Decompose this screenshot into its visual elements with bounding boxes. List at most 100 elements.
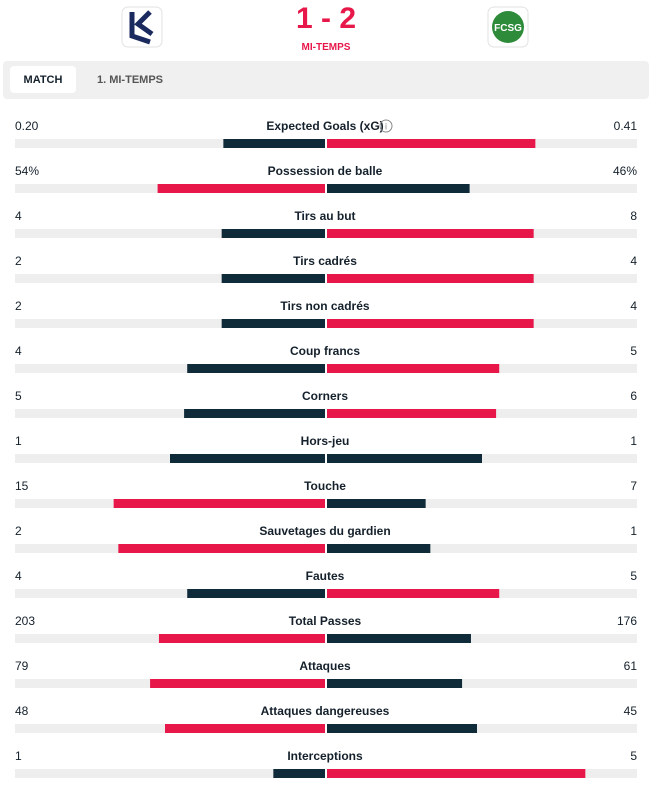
home-value: 4 xyxy=(15,209,22,223)
tab[interactable]: MATCH xyxy=(24,74,63,86)
home-bar xyxy=(118,544,325,553)
home-logo[interactable] xyxy=(121,6,163,48)
score: 1 - 2 xyxy=(296,2,356,35)
home-bar xyxy=(221,319,325,328)
bar-track xyxy=(15,319,325,328)
away-bar xyxy=(327,229,534,238)
stat-label: Hors-jeu xyxy=(301,434,350,448)
home-bar xyxy=(165,724,325,733)
away-bar xyxy=(327,499,426,508)
bar-track xyxy=(327,184,637,193)
away-bar xyxy=(327,409,497,418)
stat-label: Coup francs xyxy=(290,344,360,358)
match-status: MI-TEMPS xyxy=(302,42,351,53)
home-value: 5 xyxy=(15,389,22,403)
away-value: 61 xyxy=(624,659,638,673)
away-bar xyxy=(327,544,431,553)
home-bar xyxy=(150,679,325,688)
away-bar xyxy=(327,634,471,643)
stat-label: Expected Goals (xG) xyxy=(266,119,383,133)
stat-label: Touche xyxy=(304,479,346,493)
bar-track xyxy=(15,589,325,598)
away-value: 176 xyxy=(617,614,637,628)
bar-track xyxy=(15,364,325,373)
away-bar xyxy=(327,589,500,598)
bar-track xyxy=(15,409,325,418)
away-value: 5 xyxy=(630,749,637,763)
away-value: 5 xyxy=(630,344,637,358)
tab-active-bg xyxy=(10,66,76,93)
home-bar xyxy=(187,589,325,598)
away-bar xyxy=(327,319,534,328)
tab[interactable]: 1. MI-TEMPS xyxy=(97,74,163,86)
bar-track xyxy=(15,229,325,238)
home-value: 15 xyxy=(15,479,29,493)
away-value: 0.41 xyxy=(614,119,638,133)
home-value: 1 xyxy=(15,434,22,448)
home-value: 2 xyxy=(15,299,22,313)
info-icon-glyph: i xyxy=(385,122,387,132)
home-value: 4 xyxy=(15,344,22,358)
home-bar xyxy=(158,634,325,643)
stat-label: Sauvetages du gardien xyxy=(259,524,390,538)
home-bar xyxy=(223,139,325,148)
stat-label: Attaques dangereuses xyxy=(261,704,390,718)
away-value: 6 xyxy=(630,389,637,403)
away-value: 1 xyxy=(630,524,637,538)
tab-bar xyxy=(3,61,649,99)
home-value: 203 xyxy=(15,614,35,628)
home-value: 48 xyxy=(15,704,29,718)
svg-text:FCSG: FCSG xyxy=(494,23,522,34)
away-bar xyxy=(327,454,482,463)
stat-label: Tirs cadrés xyxy=(293,254,357,268)
home-bar xyxy=(221,274,325,283)
away-bar xyxy=(327,274,534,283)
stat-label: Attaques xyxy=(299,659,351,673)
away-logo[interactable]: FCSG xyxy=(487,6,529,48)
away-bar xyxy=(327,679,463,688)
info-icon xyxy=(379,119,393,133)
stat-label: Possession de balle xyxy=(268,164,383,178)
home-value: 0.20 xyxy=(15,119,39,133)
home-value: 79 xyxy=(15,659,29,673)
home-bar xyxy=(221,229,325,238)
away-value: 45 xyxy=(624,704,638,718)
stat-label: Total Passes xyxy=(289,614,362,628)
away-value: 8 xyxy=(630,209,637,223)
away-value: 4 xyxy=(630,254,637,268)
stat-label: Interceptions xyxy=(287,749,363,763)
stat-label: Tirs au but xyxy=(294,209,355,223)
away-bar xyxy=(327,364,500,373)
away-bar xyxy=(327,724,477,733)
away-bar xyxy=(327,769,586,778)
bar-track xyxy=(327,544,637,553)
home-bar xyxy=(184,409,325,418)
away-value: 46% xyxy=(613,164,637,178)
bar-track xyxy=(15,274,325,283)
home-bar xyxy=(170,454,325,463)
stat-label: Corners xyxy=(302,389,348,403)
home-bar xyxy=(187,364,325,373)
bar-track xyxy=(327,724,637,733)
bar-track xyxy=(327,679,637,688)
away-value: 1 xyxy=(630,434,637,448)
bar-track xyxy=(15,139,325,148)
away-bar xyxy=(327,184,470,193)
bar-track xyxy=(327,634,637,643)
stat-label: Fautes xyxy=(306,569,345,583)
bar-track xyxy=(15,769,325,778)
home-value: 54% xyxy=(15,164,39,178)
stat-label: Tirs non cadrés xyxy=(280,299,369,313)
home-bar xyxy=(273,769,325,778)
home-value: 2 xyxy=(15,254,22,268)
away-bar xyxy=(327,139,536,148)
away-value: 5 xyxy=(630,569,637,583)
home-bar xyxy=(113,499,326,508)
home-value: 4 xyxy=(15,569,22,583)
home-value: 1 xyxy=(15,749,22,763)
home-bar xyxy=(157,184,325,193)
home-value: 2 xyxy=(15,524,22,538)
away-value: 4 xyxy=(630,299,637,313)
bar-track xyxy=(327,499,637,508)
